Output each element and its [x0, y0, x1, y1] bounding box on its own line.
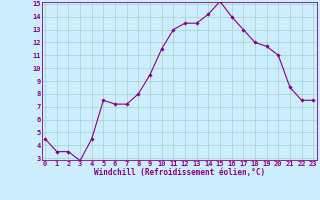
X-axis label: Windchill (Refroidissement éolien,°C): Windchill (Refroidissement éolien,°C): [94, 168, 265, 177]
